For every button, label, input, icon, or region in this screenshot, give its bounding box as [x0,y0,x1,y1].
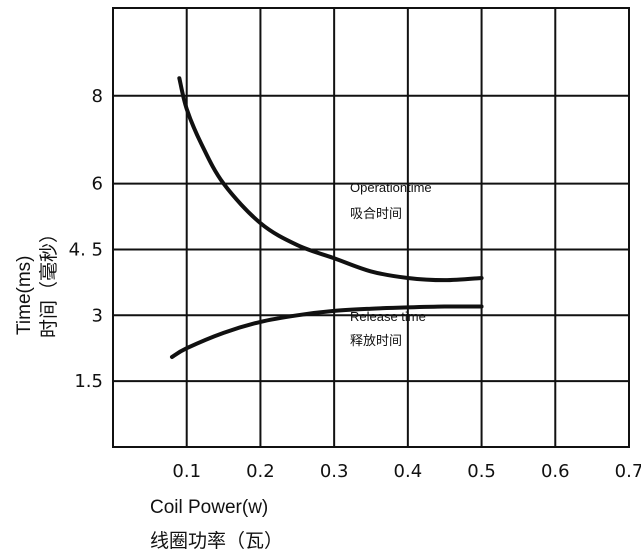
grid [112,7,630,448]
y-tick-label: 6 [92,174,103,195]
operate-annotation-cn: 吸合时间 [350,206,402,221]
y-axis-label: Time(ms) [14,256,35,336]
operate-time-line [177,76,484,283]
x-tick-label: 0.1 [172,461,201,482]
y-tick-label: 1.5 [74,371,103,392]
operate-annotation: Operationtime [350,180,432,195]
tick-labels: 0.1 0.2 0.3 0.4 0.5 0.6 0.7 1.5 3 4. 5 6 8 [69,86,641,482]
release-annotation: Release time [350,309,426,324]
x-tick-label: 0.3 [320,461,349,482]
release-time-line [169,304,484,360]
y-tick-label: 3 [92,305,103,326]
x-tick-label: 0.5 [467,461,496,482]
y-tick-label: 4. 5 [69,239,103,260]
series-layer [169,76,484,360]
x-axis-label-cn: 线圈功率（瓦） [150,530,283,552]
y-tick-label: 8 [92,86,103,107]
release-annotation-cn: 释放时间 [350,333,402,348]
y-axis-label-cn: 时间（毫秒） [38,224,60,338]
x-axis-label: Coil Power(w) [150,497,268,518]
x-tick-label: 0.2 [246,461,275,482]
x-tick-label: 0.4 [394,461,423,482]
x-tick-label: 0.7 [615,461,641,482]
plot-frame [112,7,630,448]
x-tick-label: 0.6 [541,461,570,482]
